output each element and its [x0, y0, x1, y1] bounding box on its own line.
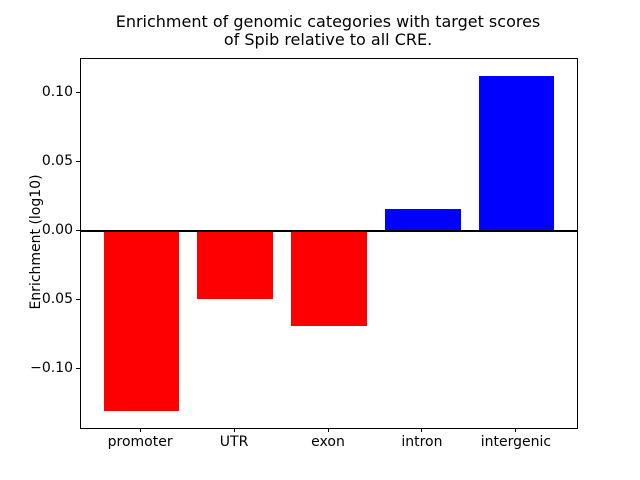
- x-tick-label-exon: exon: [311, 434, 345, 450]
- y-tick-label: 0.05: [41, 153, 73, 170]
- y-tick-mark: [76, 298, 80, 300]
- bar-intergenic: [479, 75, 555, 232]
- zero-line: [81, 230, 577, 233]
- y-tick-mark: [76, 161, 80, 163]
- y-tick-label: 0.10: [41, 84, 73, 101]
- chart-title-line-2: of Spib relative to all CRE.: [223, 30, 433, 49]
- plot-area: [80, 58, 578, 429]
- x-tick-mark: [139, 428, 141, 432]
- chart-title: Enrichment of genomic categories with ta…: [80, 13, 576, 49]
- bar-intron: [385, 209, 461, 232]
- chart-title-line-1: Enrichment of genomic categories with ta…: [115, 12, 541, 31]
- y-tick-mark: [76, 367, 80, 369]
- x-tick-mark: [421, 428, 423, 432]
- x-tick-label-promoter: promoter: [107, 434, 173, 450]
- x-tick-mark: [327, 428, 329, 432]
- x-tick-label-UTR: UTR: [219, 434, 249, 450]
- y-tick-label: −0.05: [30, 290, 73, 307]
- x-tick-label-intron: intron: [401, 434, 443, 450]
- y-tick-mark: [76, 92, 80, 94]
- y-axis-label: Enrichment (log10): [28, 174, 44, 310]
- y-tick-mark: [76, 230, 80, 232]
- y-tick-label: −0.10: [30, 359, 73, 376]
- x-tick-mark: [515, 428, 517, 432]
- y-tick-label: 0.00: [41, 222, 73, 239]
- bar-UTR: [197, 231, 273, 299]
- bar-promoter: [103, 231, 179, 412]
- x-tick-label-intergenic: intergenic: [480, 434, 552, 450]
- x-tick-mark: [233, 428, 235, 432]
- bar-exon: [291, 231, 367, 327]
